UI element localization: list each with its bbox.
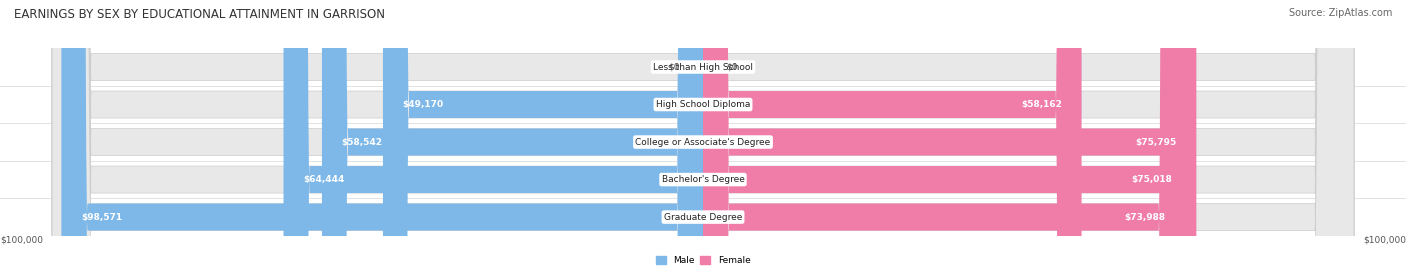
Text: $100,000: $100,000 [1362, 236, 1406, 245]
Text: Graduate Degree: Graduate Degree [664, 213, 742, 222]
Text: $58,162: $58,162 [1021, 100, 1062, 109]
Text: $0: $0 [669, 62, 681, 72]
Legend: Male, Female: Male, Female [655, 256, 751, 265]
FancyBboxPatch shape [703, 0, 1191, 268]
FancyBboxPatch shape [284, 0, 703, 268]
Text: Less than High School: Less than High School [652, 62, 754, 72]
Text: College or Associate's Degree: College or Associate's Degree [636, 137, 770, 147]
FancyBboxPatch shape [62, 0, 703, 268]
Text: $58,542: $58,542 [342, 137, 382, 147]
Bar [0, 123, 1406, 161]
FancyBboxPatch shape [52, 0, 1354, 268]
FancyBboxPatch shape [703, 0, 1185, 268]
Text: $73,988: $73,988 [1123, 213, 1166, 222]
Text: High School Diploma: High School Diploma [655, 100, 751, 109]
Bar [0, 161, 1406, 198]
FancyBboxPatch shape [52, 0, 1354, 268]
Text: $98,571: $98,571 [82, 213, 122, 222]
Bar [0, 86, 1406, 123]
Bar [0, 198, 1406, 236]
Text: $49,170: $49,170 [402, 100, 443, 109]
Text: Source: ZipAtlas.com: Source: ZipAtlas.com [1288, 8, 1392, 18]
FancyBboxPatch shape [382, 0, 703, 268]
Text: $0: $0 [725, 62, 737, 72]
Text: $64,444: $64,444 [304, 175, 344, 184]
FancyBboxPatch shape [703, 0, 1197, 268]
FancyBboxPatch shape [52, 0, 1354, 268]
Text: EARNINGS BY SEX BY EDUCATIONAL ATTAINMENT IN GARRISON: EARNINGS BY SEX BY EDUCATIONAL ATTAINMEN… [14, 8, 385, 21]
Text: $75,018: $75,018 [1130, 175, 1171, 184]
FancyBboxPatch shape [52, 0, 1354, 268]
Text: $75,795: $75,795 [1136, 137, 1177, 147]
Bar [0, 48, 1406, 86]
FancyBboxPatch shape [322, 0, 703, 268]
Text: Bachelor's Degree: Bachelor's Degree [662, 175, 744, 184]
Text: $100,000: $100,000 [0, 236, 44, 245]
FancyBboxPatch shape [52, 0, 1354, 268]
FancyBboxPatch shape [703, 0, 1081, 268]
